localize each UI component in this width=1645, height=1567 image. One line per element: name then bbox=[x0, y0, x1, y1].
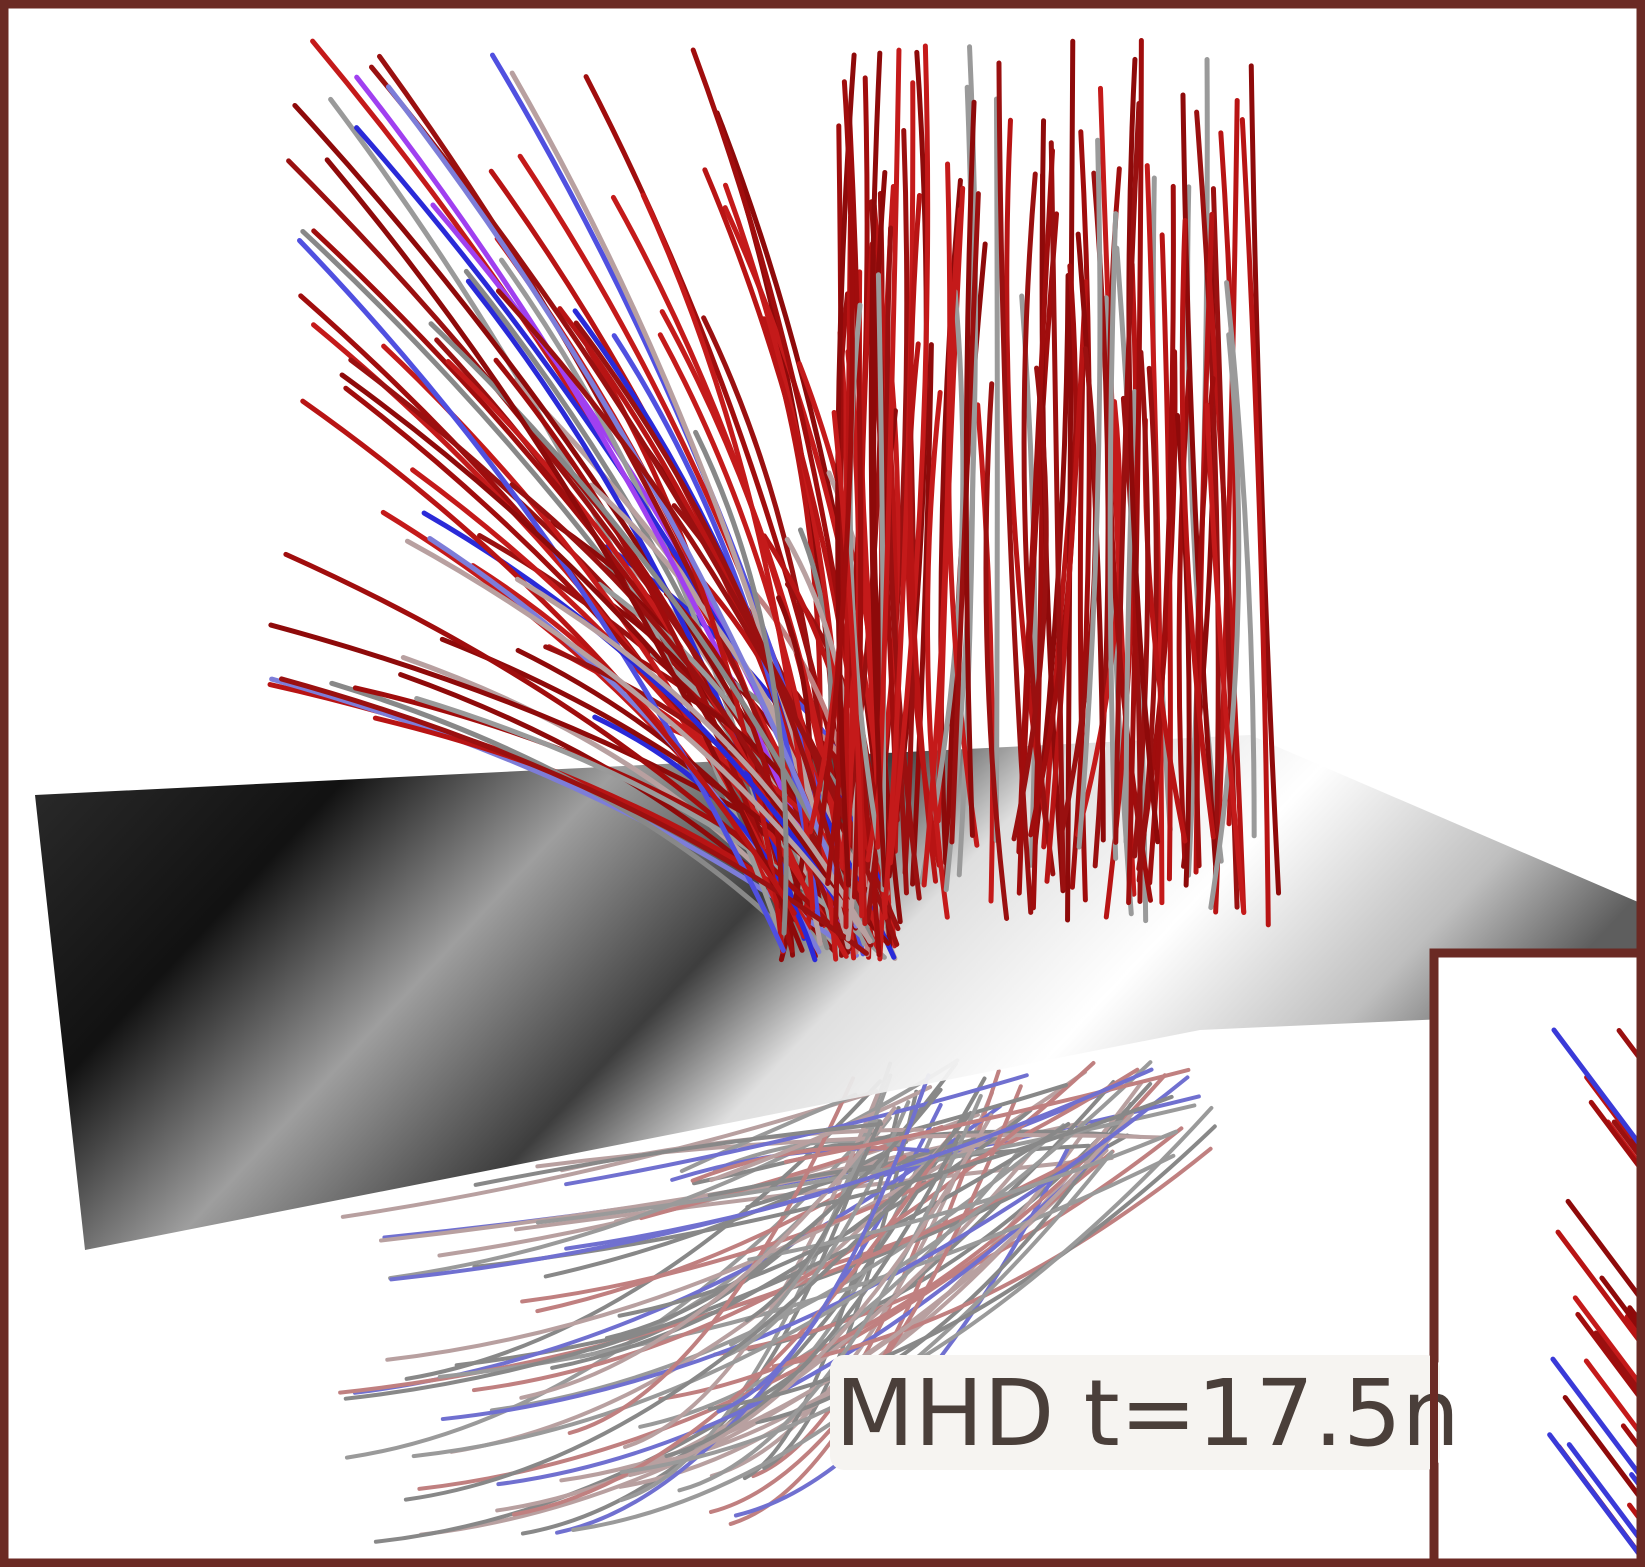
visualization: MHD t=17.5n bbox=[0, 0, 1645, 1567]
inset-edge bbox=[1430, 1340, 1438, 1480]
time-label: MHD t=17.5n bbox=[835, 1360, 1460, 1467]
page: MHD t=17.5n (() => { const data = JSON.p… bbox=[0, 0, 1645, 1567]
field-line bbox=[996, 99, 997, 840]
